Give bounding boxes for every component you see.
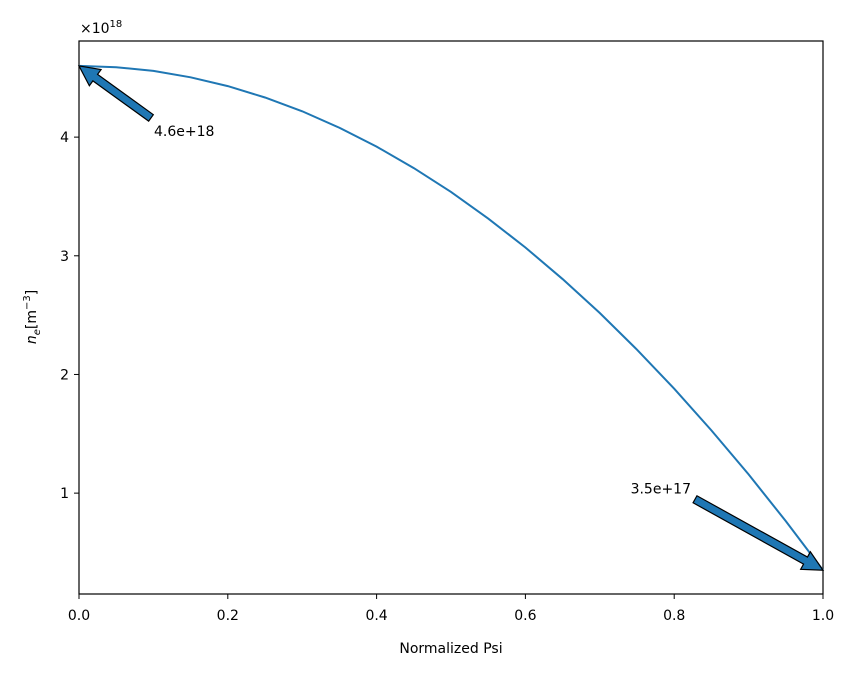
y-label-exponent: −3	[22, 295, 33, 310]
x-tick-label: 0.6	[514, 608, 536, 624]
y-axis-label: ne[m−3]	[22, 290, 43, 344]
annotation-label: 4.6e+18	[154, 124, 214, 140]
plot-frame	[78, 40, 824, 595]
annotation-label: 3.5e+17	[631, 481, 691, 497]
y-label-close: ]	[24, 290, 40, 295]
y-label-subscript: e	[32, 329, 43, 335]
annotation-arrow	[692, 494, 825, 571]
offset-text: ×1018	[80, 19, 122, 37]
y-tick-label: 2	[60, 367, 69, 383]
x-tick-label: 1.0	[812, 608, 834, 624]
annotation-arrow	[77, 65, 155, 123]
y-tick-label: 1	[60, 486, 69, 502]
x-tick-label: 0.2	[217, 608, 239, 624]
y-tick-label: 4	[60, 130, 69, 146]
offset-exponent: 18	[110, 19, 123, 30]
y-label-unit: [m	[24, 310, 40, 329]
x-tick-label: 0.8	[663, 608, 685, 624]
offset-base: ×10	[80, 21, 110, 37]
y-label-symbol: n	[24, 335, 40, 344]
data-line	[78, 64, 824, 571]
y-tick-label: 3	[60, 249, 69, 265]
x-tick-label: 0.4	[365, 608, 387, 624]
x-tick-label: 0.0	[68, 608, 90, 624]
x-axis-label: Normalized Psi	[399, 641, 502, 657]
